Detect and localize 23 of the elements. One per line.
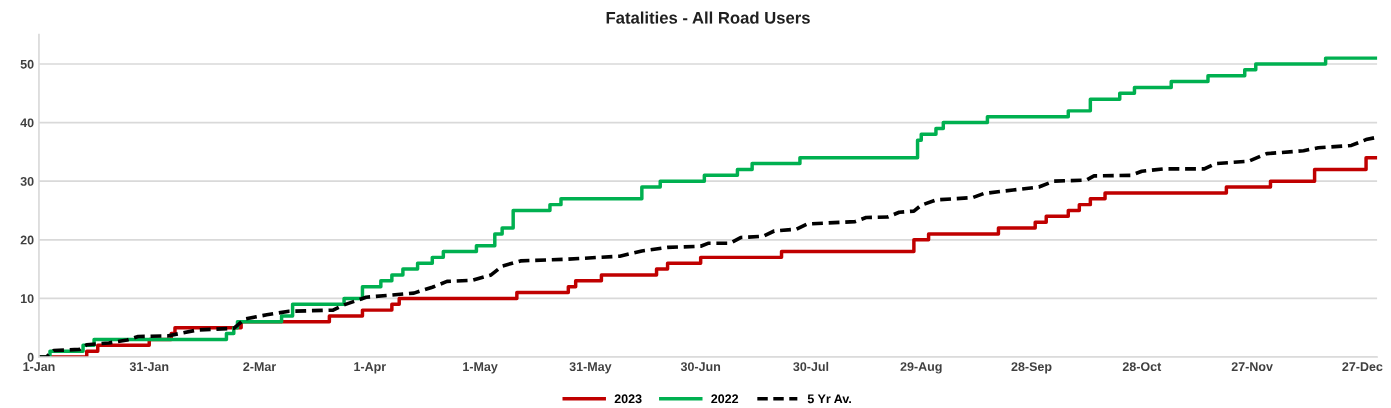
y-tick-label: 40 bbox=[20, 118, 34, 128]
x-tick-label: 2-Mar bbox=[243, 362, 276, 372]
legend-label: 2023 bbox=[614, 394, 642, 404]
chart-title: Fatalities - All Road Users bbox=[606, 11, 810, 24]
x-tick-label: 30-Jun bbox=[680, 362, 721, 372]
x-tick-label: 30-Jul bbox=[793, 361, 829, 372]
x-tick-label: 27-Dec bbox=[1342, 362, 1383, 372]
y-tick-label: 10 bbox=[20, 294, 34, 304]
x-tick-label: 1-Apr bbox=[354, 362, 386, 374]
x-tick-label: 31-Jan bbox=[129, 362, 169, 372]
legend-label: 2022 bbox=[711, 394, 739, 404]
y-tick-label: 30 bbox=[20, 176, 34, 186]
x-tick-label: 27-Nov bbox=[1231, 362, 1273, 372]
y-tick-label: 20 bbox=[20, 235, 34, 245]
x-tick-label: 28-Oct bbox=[1122, 362, 1162, 372]
x-tick-label: 1-May bbox=[463, 362, 498, 374]
x-tick-label: 1-Jan bbox=[23, 362, 55, 372]
x-tick-label: 29-Aug bbox=[900, 362, 942, 374]
x-tick-label: 28-Sep bbox=[1011, 362, 1052, 374]
x-tick-label: 31-May bbox=[569, 362, 612, 374]
y-tick-label: 50 bbox=[20, 59, 34, 69]
legend-label: 5 Yr Av. bbox=[807, 394, 851, 404]
y-tick-label: 0 bbox=[27, 352, 34, 362]
